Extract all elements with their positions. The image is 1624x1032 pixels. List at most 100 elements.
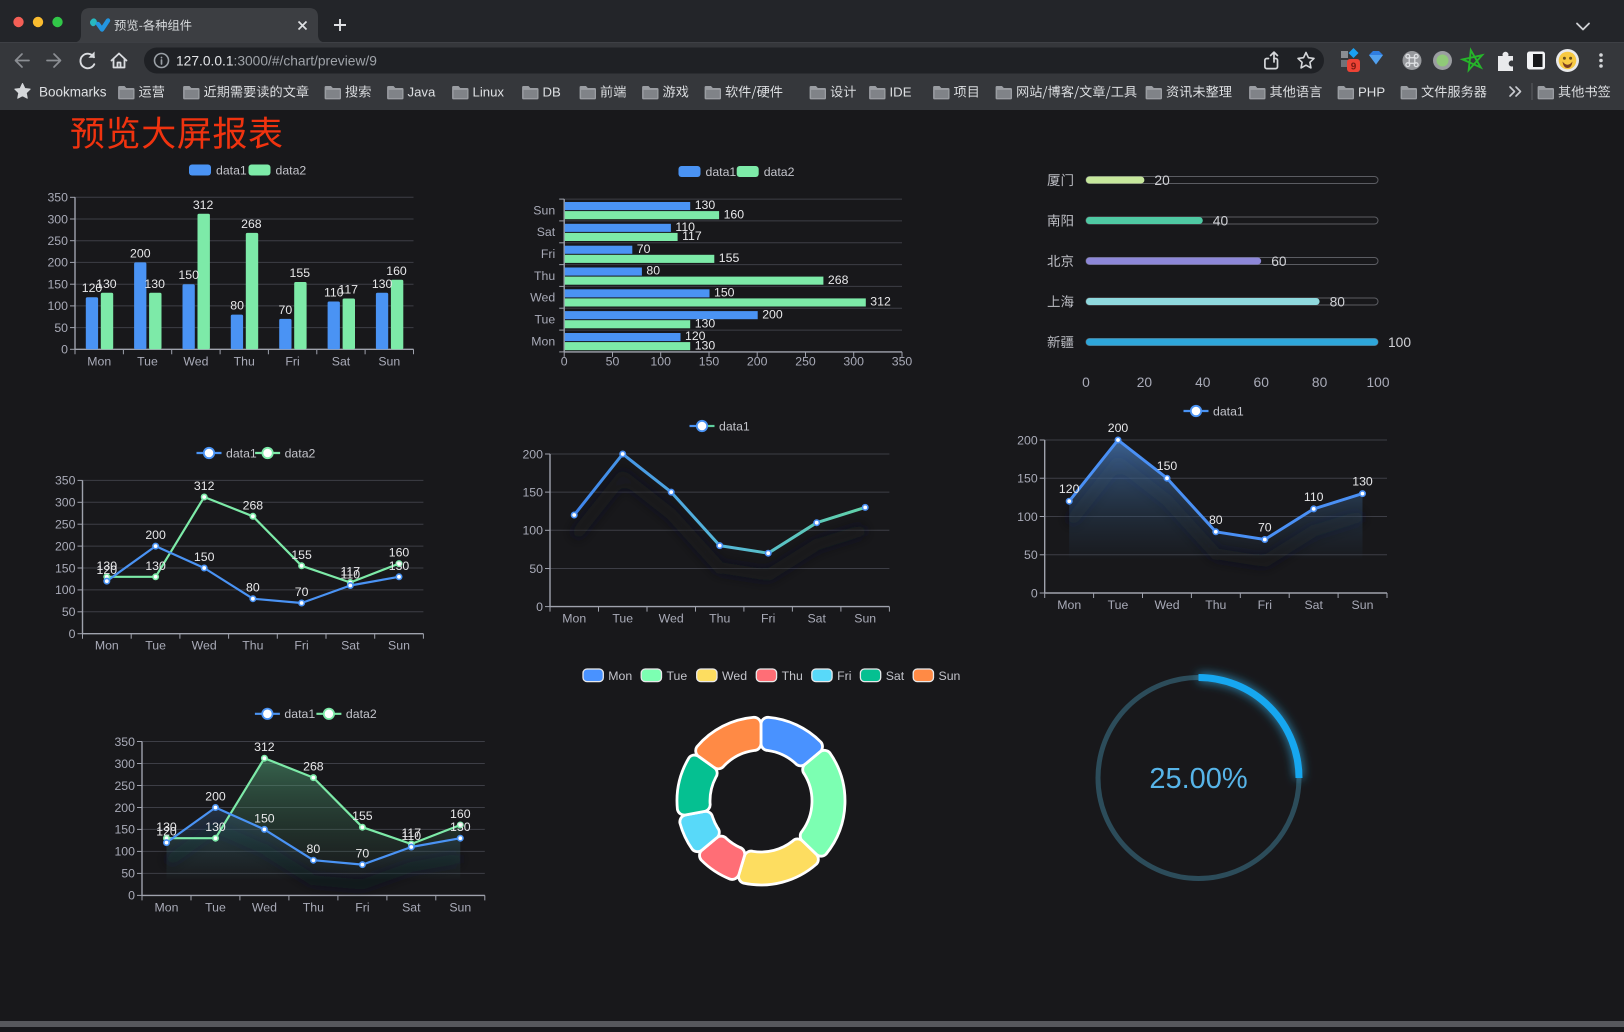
svg-text:312: 312 (194, 479, 215, 493)
svg-text:70: 70 (356, 847, 370, 861)
svg-text:130: 130 (695, 338, 716, 352)
svg-text:Tue: Tue (534, 313, 555, 327)
svg-text:Mon: Mon (608, 669, 632, 683)
svg-text:25.00%: 25.00% (1149, 763, 1247, 795)
svg-text:150: 150 (1157, 459, 1178, 473)
svg-text:130: 130 (205, 820, 226, 834)
svg-text:110: 110 (324, 286, 344, 300)
svg-text:Fri: Fri (355, 900, 369, 914)
svg-text:130: 130 (144, 277, 165, 291)
svg-text:Tue: Tue (145, 639, 166, 653)
svg-text:268: 268 (303, 760, 324, 774)
svg-text:150: 150 (194, 550, 215, 564)
svg-text:data2: data2 (346, 707, 377, 721)
svg-text:130: 130 (145, 559, 166, 573)
svg-text:IDE: IDE (890, 85, 912, 100)
svg-text:Tue: Tue (612, 612, 633, 626)
svg-text:155: 155 (291, 548, 312, 562)
svg-text:Bookmarks: Bookmarks (39, 84, 107, 99)
svg-text:250: 250 (47, 234, 68, 248)
svg-text:150: 150 (55, 561, 76, 575)
svg-text:Thu: Thu (534, 269, 555, 283)
svg-text:Sun: Sun (378, 355, 400, 369)
svg-text:Mon: Mon (95, 639, 119, 653)
svg-text:312: 312 (870, 295, 891, 309)
svg-text:data1: data1 (719, 419, 750, 433)
svg-text:Sat: Sat (886, 669, 905, 683)
svg-text:150: 150 (699, 355, 720, 369)
svg-text:Thu: Thu (1205, 598, 1226, 612)
svg-text:150: 150 (47, 278, 68, 292)
svg-text::3000/#/chart/preview/9: :3000/#/chart/preview/9 (234, 53, 378, 68)
svg-text:200: 200 (130, 246, 151, 260)
svg-text:200: 200 (762, 307, 783, 321)
svg-text:data2: data2 (276, 164, 307, 178)
svg-text:130: 130 (450, 820, 471, 834)
svg-text:Tue: Tue (205, 900, 226, 914)
svg-text:110: 110 (401, 829, 421, 843)
svg-text:Fri: Fri (541, 247, 555, 261)
svg-text:data1: data1 (706, 165, 737, 179)
svg-text:200: 200 (47, 256, 68, 270)
svg-text:110: 110 (1304, 490, 1324, 504)
svg-text:Fri: Fri (1258, 598, 1272, 612)
svg-text:155: 155 (352, 809, 373, 823)
svg-text:130: 130 (97, 559, 118, 573)
svg-text:data1: data1 (284, 707, 315, 721)
svg-text:Sun: Sun (449, 900, 471, 914)
svg-text:100: 100 (650, 355, 671, 369)
svg-text:Wed: Wed (659, 612, 684, 626)
svg-text:80: 80 (1312, 375, 1328, 390)
svg-text:130: 130 (372, 277, 393, 291)
svg-text:0: 0 (128, 889, 135, 903)
svg-text:Thu: Thu (303, 900, 324, 914)
svg-text:300: 300 (843, 355, 864, 369)
svg-text:Wed: Wed (722, 669, 747, 683)
svg-text:110: 110 (675, 220, 695, 234)
svg-text:160: 160 (724, 207, 745, 221)
svg-text:350: 350 (47, 191, 68, 205)
svg-text:Thu: Thu (782, 669, 803, 683)
svg-text:Java: Java (408, 85, 437, 100)
svg-text:350: 350 (55, 474, 76, 488)
svg-text:DB: DB (543, 85, 562, 100)
svg-text:300: 300 (114, 757, 135, 771)
svg-text:200: 200 (747, 355, 768, 369)
svg-text:Mon: Mon (155, 900, 179, 914)
svg-text:312: 312 (193, 198, 214, 212)
svg-text:200: 200 (114, 801, 135, 815)
svg-text:data2: data2 (285, 446, 316, 460)
svg-text:80: 80 (646, 264, 660, 278)
svg-text:50: 50 (1024, 548, 1038, 562)
svg-text:Fri: Fri (285, 355, 299, 369)
svg-text:Sat: Sat (341, 639, 360, 653)
svg-text:200: 200 (522, 447, 543, 461)
svg-text:Sat: Sat (537, 225, 556, 239)
svg-text:200: 200 (145, 528, 166, 542)
svg-text:150: 150 (714, 286, 735, 300)
svg-text:312: 312 (254, 740, 275, 754)
svg-text:Thu: Thu (709, 612, 730, 626)
svg-text:130: 130 (96, 277, 117, 291)
svg-text:50: 50 (121, 867, 135, 881)
svg-text:350: 350 (892, 355, 913, 369)
svg-text:268: 268 (241, 217, 262, 231)
svg-text:150: 150 (178, 268, 199, 282)
svg-text:250: 250 (795, 355, 816, 369)
svg-text:50: 50 (606, 355, 620, 369)
svg-text:268: 268 (828, 273, 849, 287)
svg-text:data1: data1 (1213, 404, 1244, 418)
svg-text:100: 100 (47, 299, 68, 313)
svg-text:Thu: Thu (242, 639, 263, 653)
svg-text:data1: data1 (226, 446, 257, 460)
svg-text:268: 268 (243, 498, 264, 512)
svg-text:100: 100 (1366, 375, 1389, 390)
svg-text:Fri: Fri (837, 669, 851, 683)
svg-text:Sun: Sun (388, 639, 410, 653)
svg-text:Wed: Wed (252, 900, 277, 914)
svg-text:100: 100 (114, 845, 135, 859)
svg-text:150: 150 (114, 823, 135, 837)
svg-text:Fri: Fri (294, 639, 308, 653)
svg-text:Sun: Sun (1352, 598, 1374, 612)
svg-text:117: 117 (340, 565, 360, 579)
